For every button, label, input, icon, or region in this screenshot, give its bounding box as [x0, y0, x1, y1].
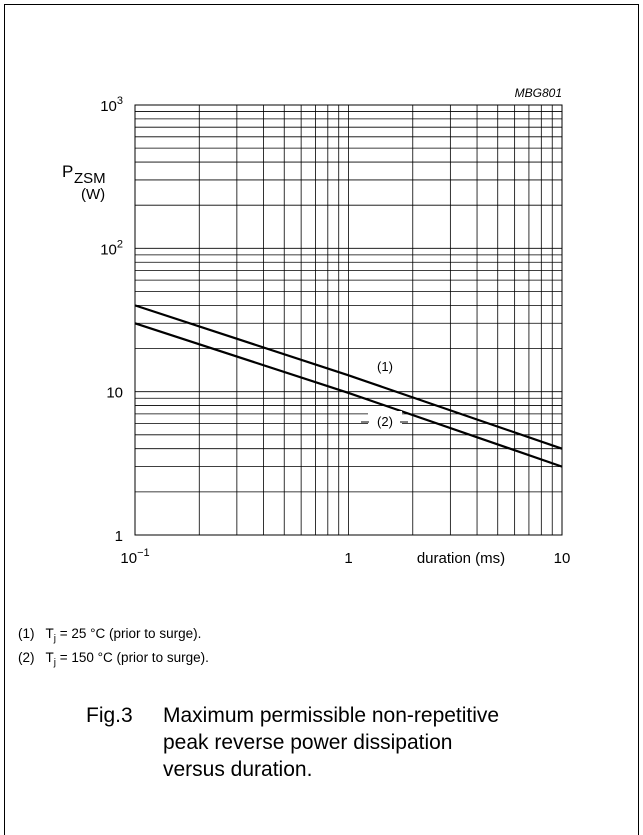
plot-border [134, 104, 563, 536]
series-2-label: (2) [377, 414, 393, 429]
y-tick-label: 1 [115, 528, 123, 545]
y-tick-base: 10 [100, 241, 117, 258]
x-tick-base: 10 [120, 550, 137, 567]
series-2-label-bg [368, 411, 402, 427]
x-axis-label: duration (ms) [417, 550, 505, 567]
y-tick-label: 102 [100, 238, 123, 258]
figure-code: MBG801 [515, 86, 562, 100]
note-1-text: = 25 °C (prior to surge). [56, 626, 202, 641]
caption-line-3: versus duration. [163, 758, 313, 781]
figure-caption: Maximum permissible non-repetitive peak … [163, 702, 499, 783]
note-1: (1) Tj = 25 °C (prior to surge). [18, 626, 201, 645]
note-2-symbol: T [45, 650, 54, 665]
y-tick-exponent: 3 [117, 95, 123, 107]
note-1-symbol: T [45, 626, 54, 641]
figure-number: Fig.3 [86, 704, 133, 727]
caption-line-1: Maximum permissible non-repetitive [163, 704, 500, 727]
y-axis-unit: (W) [81, 186, 105, 203]
note-2-subscript: j [53, 657, 56, 669]
x-tick-label: 10 [554, 550, 571, 567]
y-axis-subscript: ZSM [74, 170, 106, 187]
series-2-line [134, 322, 563, 468]
x-tick-label: 1 [344, 550, 352, 567]
note-1-subscript: j [53, 633, 56, 645]
series-1-label: (1) [377, 359, 393, 374]
figure-frame [4, 4, 639, 835]
series-1-line [134, 304, 563, 450]
x-tick-label: 10−1 [120, 547, 149, 567]
note-2-text: = 150 °C (prior to surge). [56, 650, 209, 665]
x-tick-exponent: −1 [137, 547, 150, 559]
y-axis-symbol: P [62, 162, 73, 181]
y-tick-exponent: 2 [117, 238, 123, 250]
y-tick-label: 103 [100, 95, 123, 115]
note-2: (2) Tj = 150 °C (prior to surge). [18, 650, 209, 669]
y-tick-base: 10 [100, 98, 117, 115]
note-1-number: (1) [18, 626, 35, 641]
caption-line-2: peak reverse power dissipation [163, 731, 453, 754]
note-2-number: (2) [18, 650, 35, 665]
y-tick-label: 10 [106, 385, 123, 402]
